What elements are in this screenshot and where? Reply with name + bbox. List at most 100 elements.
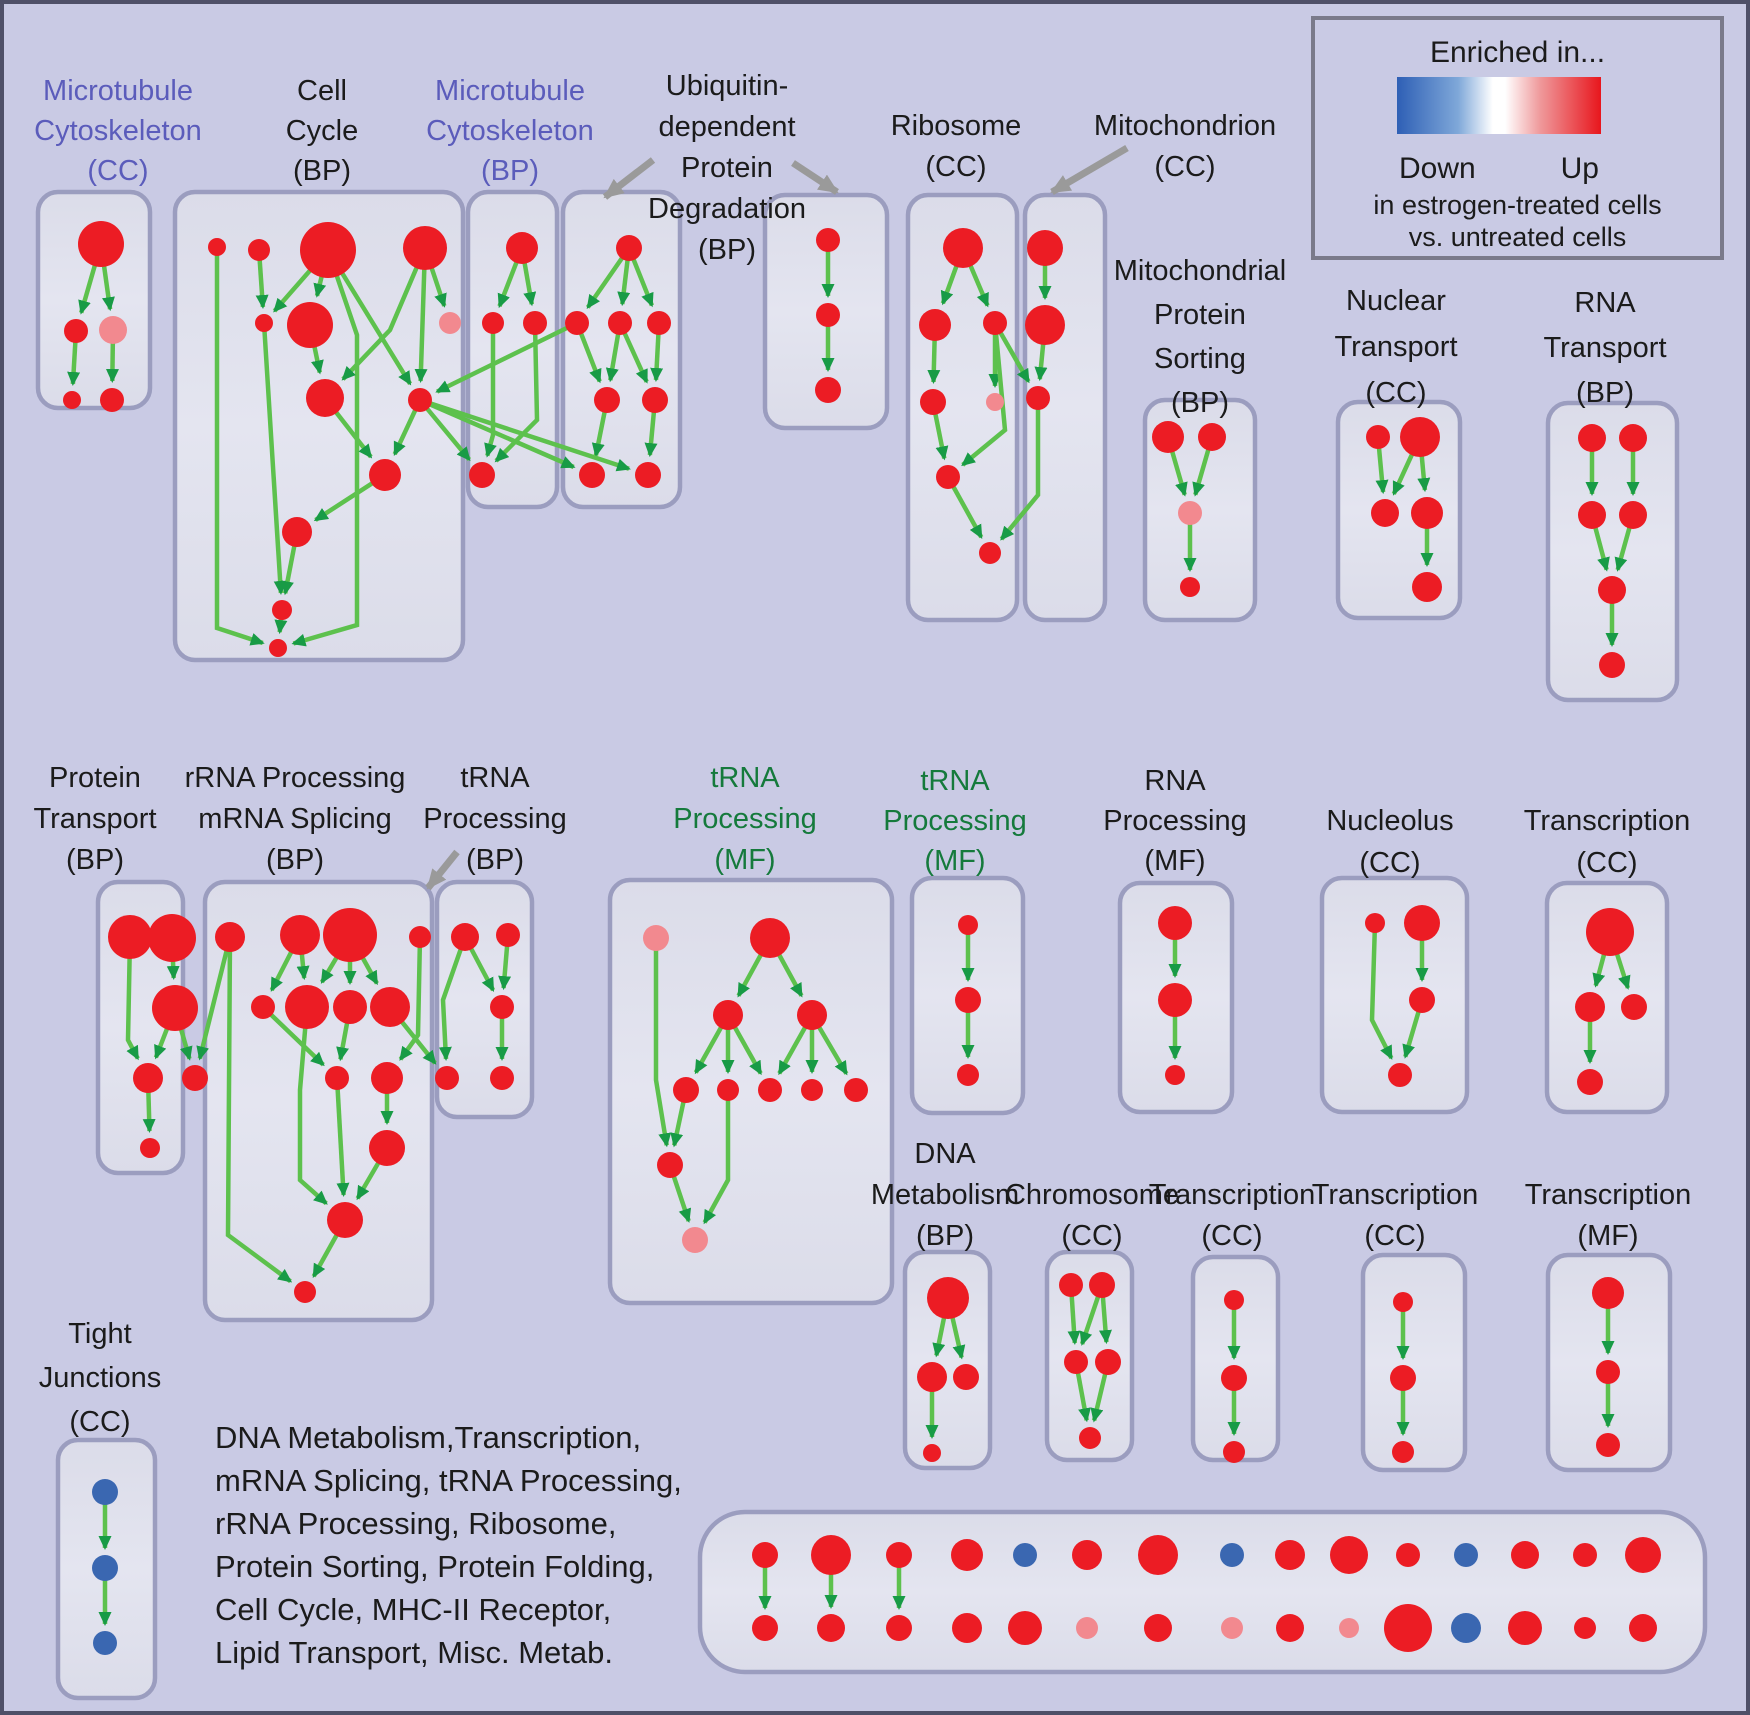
cluster-box-transcription_cc_up — [1544, 880, 1670, 1115]
cluster-label-ribosome-cc: Ribosome — [891, 110, 1022, 142]
cluster-label-trna-processing-mf-1: tRNA — [710, 762, 780, 794]
labels-layer: Microtubule Cytoskeleton (CC) Cell Cycle (BP)… — [33, 16, 1724, 1670]
cluster-label-cell-cycle-bp: Cell — [297, 75, 347, 107]
trna-bp-pointer — [425, 849, 460, 891]
ubiquitin-right-pointer — [791, 160, 839, 195]
node-mitochondrion_cc — [1025, 305, 1065, 345]
cross-edge — [999, 398, 1041, 541]
node-rrna_mrna — [370, 987, 410, 1027]
node-nucleolus — [1404, 905, 1440, 941]
node-mito_sorting — [1198, 423, 1226, 451]
cluster-label-trna-processing-mf-1: (MF) — [714, 844, 775, 876]
cluster-label-transcription-mf: Transcription — [1525, 1179, 1692, 1211]
node-trna_bp — [435, 1066, 459, 1090]
bottom-bot-node-1 — [817, 1614, 845, 1642]
node-mitochondrion_cc — [1026, 386, 1050, 410]
node-trna_bp — [451, 923, 479, 951]
cluster-box-transcription_cc_b — [1360, 1252, 1468, 1473]
node-ribosome_cc — [979, 542, 1001, 564]
node-ubiquitin_a — [594, 387, 620, 413]
node-cell_cycle — [403, 226, 447, 270]
cluster-label-chromosome-cc: Chromosome — [1005, 1179, 1179, 1211]
node-protein_transport — [182, 1065, 208, 1091]
bottom-top-node-6 — [1138, 1535, 1178, 1575]
node-ribosome_cc — [919, 309, 951, 341]
cluster-label-ubiquitin-dependent-protein-degradation-bp: (BP) — [698, 234, 756, 266]
edge-microtubule_bp — [494, 322, 540, 463]
node-trna_bp — [490, 995, 514, 1019]
bottom-top-node-3 — [951, 1539, 983, 1571]
bottom-bot-node-14 — [1629, 1614, 1657, 1642]
node-rrna_mrna — [371, 1062, 403, 1094]
cluster-box-dna_metabolism — [902, 1249, 993, 1471]
misc-terms-line: rRNA Processing, Ribosome, — [215, 1506, 616, 1541]
node-trna_mf_large — [717, 1079, 739, 1101]
bottom-top-node-11 — [1454, 1543, 1478, 1567]
cluster-label-nuclear-transport-cc: (CC) — [1365, 377, 1426, 409]
node-trna_mf_large — [844, 1078, 868, 1102]
legend-down-label: Down — [1399, 152, 1476, 185]
node-cell_cycle — [306, 379, 344, 417]
node-nucleolus — [1388, 1063, 1412, 1087]
bottom-top-node-2 — [886, 1542, 912, 1568]
cluster-label-tight-junctions-cc: Junctions — [39, 1362, 162, 1394]
cluster-label-mitochondrial-protein-sorting-bp: Sorting — [1154, 343, 1246, 375]
cluster-label-trna-processing-bp: (BP) — [466, 844, 524, 876]
node-trna_mf_large — [682, 1227, 708, 1253]
node-ubiquitin_a — [616, 235, 642, 261]
node-transcription_cc_a — [1224, 1290, 1244, 1310]
node-tight_junctions — [93, 1631, 117, 1655]
cross-edge — [419, 397, 631, 472]
cluster-label-ubiquitin-dependent-protein-degradation-bp: Protein — [681, 152, 773, 184]
node-cell_cycle — [272, 600, 292, 620]
cluster-label-mitochondrial-protein-sorting-bp: Protein — [1154, 299, 1246, 331]
node-ubiquitin_b — [815, 377, 841, 403]
cluster-label-trna-processing-mf-1: Processing — [673, 803, 816, 835]
cluster-label-protein-transport-bp: Protein — [49, 762, 141, 794]
node-ubiquitin_b — [816, 303, 840, 327]
node-chromosome — [1064, 1350, 1088, 1374]
cluster-label-transcription-mf: (MF) — [1577, 1220, 1638, 1252]
node-cell_cycle — [248, 239, 270, 261]
node-ubiquitin_a — [647, 311, 671, 335]
node-chromosome — [1059, 1273, 1083, 1297]
node-protein_transport — [133, 1063, 163, 1093]
node-rrna_mrna — [323, 908, 377, 962]
node-trna_mf_large — [673, 1077, 699, 1103]
ubiquitin-left-pointer — [602, 157, 656, 200]
node-transcription_mf — [1596, 1360, 1620, 1384]
node-microtubule_cc — [64, 319, 88, 343]
cluster-label-rna-processing-mf: Processing — [1103, 805, 1246, 837]
node-microtubule_cc — [78, 221, 124, 267]
node-protein_transport — [148, 914, 196, 962]
node-ribosome_cc — [943, 228, 983, 268]
cluster-label-microtubule-cytoskeleton-cc: (CC) — [87, 155, 148, 187]
node-ubiquitin_b — [816, 228, 840, 252]
cluster-label-trna-processing-bp: tRNA — [460, 762, 530, 794]
cluster-label-mitochondrial-protein-sorting-bp: Mitochondrial — [1114, 255, 1286, 287]
legend-gradient-bar — [1397, 77, 1601, 134]
cluster-label-ubiquitin-dependent-protein-degradation-bp: Degradation — [648, 193, 806, 225]
bottom-top-node-8 — [1275, 1540, 1305, 1570]
nodes-layer — [63, 221, 1661, 1655]
cluster-box-bottom-misc — [697, 1509, 1708, 1675]
edge-rrna_mrna — [297, 1006, 328, 1206]
cross-edge — [435, 320, 578, 394]
node-transcription_cc_a — [1221, 1365, 1247, 1391]
bottom-bot-node-8 — [1276, 1614, 1304, 1642]
node-transcription_cc_b — [1392, 1441, 1414, 1463]
node-nuclear_transport — [1371, 499, 1399, 527]
cluster-label-trna-processing-bp: Processing — [423, 803, 566, 835]
node-dna_metabolism — [923, 1444, 941, 1462]
node-rna_transport — [1619, 424, 1647, 452]
edge-rrna_mrna — [398, 936, 423, 1061]
node-protein_transport — [140, 1138, 160, 1158]
cluster-label-rna-transport-bp: (BP) — [1576, 377, 1634, 409]
node-microtubule_bp — [469, 462, 495, 488]
edge-cell_cycle — [214, 247, 265, 646]
node-rrna_mrna — [325, 1066, 349, 1090]
edge-cell_cycle — [414, 247, 428, 383]
cluster-label-nucleolus-cc: Nucleolus — [1326, 805, 1453, 837]
